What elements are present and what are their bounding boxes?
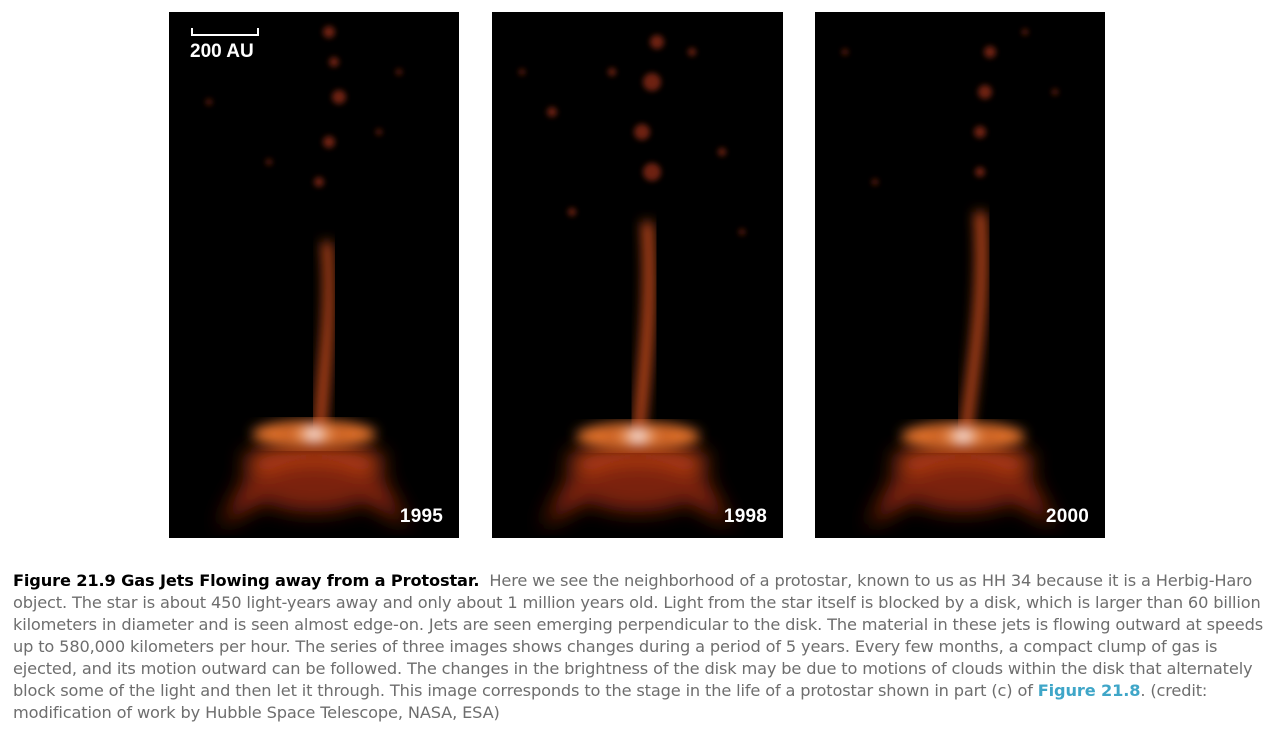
- caption-credit: . (credit: modification of work by Hubbl…: [13, 681, 1208, 722]
- caption-text: Here we see the neighborhood of a protos…: [13, 571, 1263, 700]
- panel-year-label: 1998: [723, 506, 767, 527]
- image-panel-1995: 200 AU 1995: [169, 12, 459, 538]
- image-panel-1998: 1998: [492, 12, 783, 538]
- protostar-jet-image: [206, 26, 409, 527]
- protostar-jet-image: [519, 35, 745, 527]
- scale-bar: [191, 28, 259, 36]
- figure-link[interactable]: Figure 21.8: [1037, 681, 1141, 700]
- panel-year-label: 1995: [399, 506, 443, 527]
- image-panel-2000: 2000: [815, 12, 1105, 538]
- figure-caption: Figure 21.9 Gas Jets Flowing away from a…: [13, 570, 1263, 724]
- figure-title: Figure 21.9 Gas Jets Flowing away from a…: [13, 571, 480, 590]
- protostar-jet-image: [842, 29, 1058, 527]
- scale-bar-label: 200 AU: [190, 41, 254, 62]
- panel-year-label: 2000: [1045, 506, 1089, 527]
